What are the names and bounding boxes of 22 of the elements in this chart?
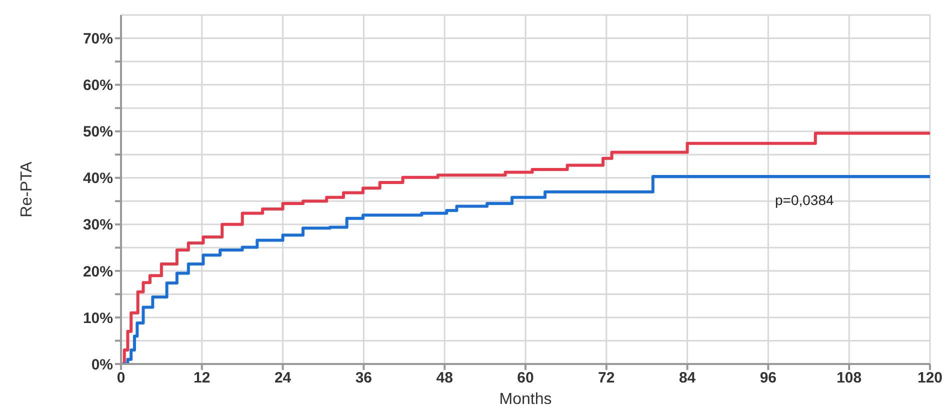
x-tick-label: 48 (436, 370, 453, 387)
x-tick-label: 60 (517, 370, 534, 387)
y-tick-label: 60% (82, 77, 113, 94)
x-tick-label: 84 (678, 370, 696, 387)
annotation: p=0,0384 (775, 192, 834, 208)
y-tick-label: 50% (82, 124, 113, 141)
x-tick-label: 72 (598, 370, 615, 387)
x-tick-label: 12 (194, 370, 210, 387)
y-axis-title: Re-PTA (18, 161, 36, 218)
x-axis-title: Months (499, 391, 552, 408)
x-tick-label: 96 (760, 370, 777, 387)
x-tick-label: 120 (917, 370, 943, 387)
x-tick-label: 0 (116, 370, 126, 387)
y-tick-label: 30% (82, 216, 113, 234)
y-tick-label: 70% (82, 30, 113, 48)
x-tick-label: 24 (274, 370, 292, 387)
y-tick-label: 40% (82, 170, 113, 188)
y-tick-label: 20% (82, 263, 113, 280)
y-tick-label: 10% (82, 310, 113, 327)
y-tick-label: 0% (91, 356, 113, 374)
x-tick-label: 36 (355, 370, 372, 387)
x-tick-label: 108 (836, 370, 862, 387)
